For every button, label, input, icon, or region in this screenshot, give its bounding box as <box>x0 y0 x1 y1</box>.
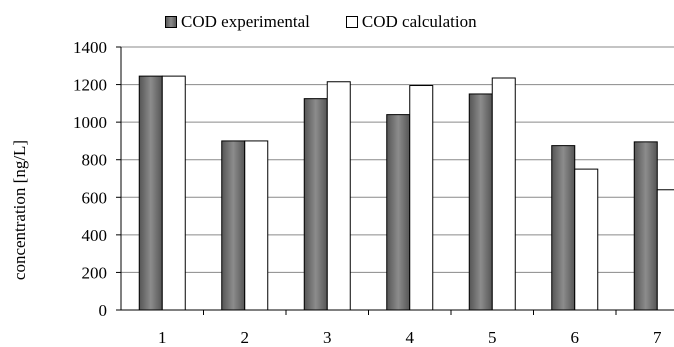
y-tick-label: 800 <box>82 151 108 170</box>
y-tick-label: 0 <box>99 301 108 320</box>
bar-calculation <box>409 85 434 311</box>
bar-experimental <box>386 114 411 311</box>
bar-calculation <box>161 75 186 311</box>
bar-calculation <box>491 77 516 311</box>
x-tick-labels: 1 2 3 4 5 6 7 <box>158 310 662 347</box>
y-tick-label: 400 <box>82 226 108 245</box>
legend-item-calculation: COD calculation <box>345 12 477 32</box>
legend: COD experimental COD calculation <box>165 10 513 34</box>
bar-calculation <box>244 140 269 311</box>
legend-swatch-experimental <box>165 16 177 28</box>
x-tick-label: 5 <box>488 328 497 347</box>
bars <box>138 75 674 311</box>
bar-calculation <box>326 81 351 311</box>
x-tick-label: 2 <box>241 328 250 347</box>
x-tick-label: 3 <box>323 328 332 347</box>
bar-experimental <box>468 93 493 311</box>
bar-calculation <box>656 189 674 311</box>
axes <box>120 47 674 311</box>
y-tick-label: 600 <box>82 188 108 207</box>
legend-label-calculation: COD calculation <box>361 12 477 31</box>
y-tick-labels: 0 200 400 600 800 1000 1200 1400 <box>73 38 121 320</box>
y-tick-label: 1400 <box>73 38 107 57</box>
bar-experimental <box>303 98 328 311</box>
bar-experimental <box>551 145 576 311</box>
bar-experimental <box>138 75 163 311</box>
x-tick-label: 6 <box>571 328 580 347</box>
bar-calculation <box>574 168 599 311</box>
y-tick-label: 1000 <box>73 113 107 132</box>
legend-swatch-calculation <box>345 16 358 28</box>
x-tick-label: 4 <box>406 328 415 347</box>
legend-label-experimental: COD experimental <box>181 12 310 31</box>
bar-experimental <box>221 140 246 311</box>
x-tick-label: 7 <box>653 328 662 347</box>
bar-experimental <box>633 141 658 311</box>
y-tick-label: 1200 <box>73 76 107 95</box>
x-tick-label: 1 <box>158 328 167 347</box>
y-tick-label: 200 <box>82 263 108 282</box>
legend-item-experimental: COD experimental <box>165 12 310 32</box>
